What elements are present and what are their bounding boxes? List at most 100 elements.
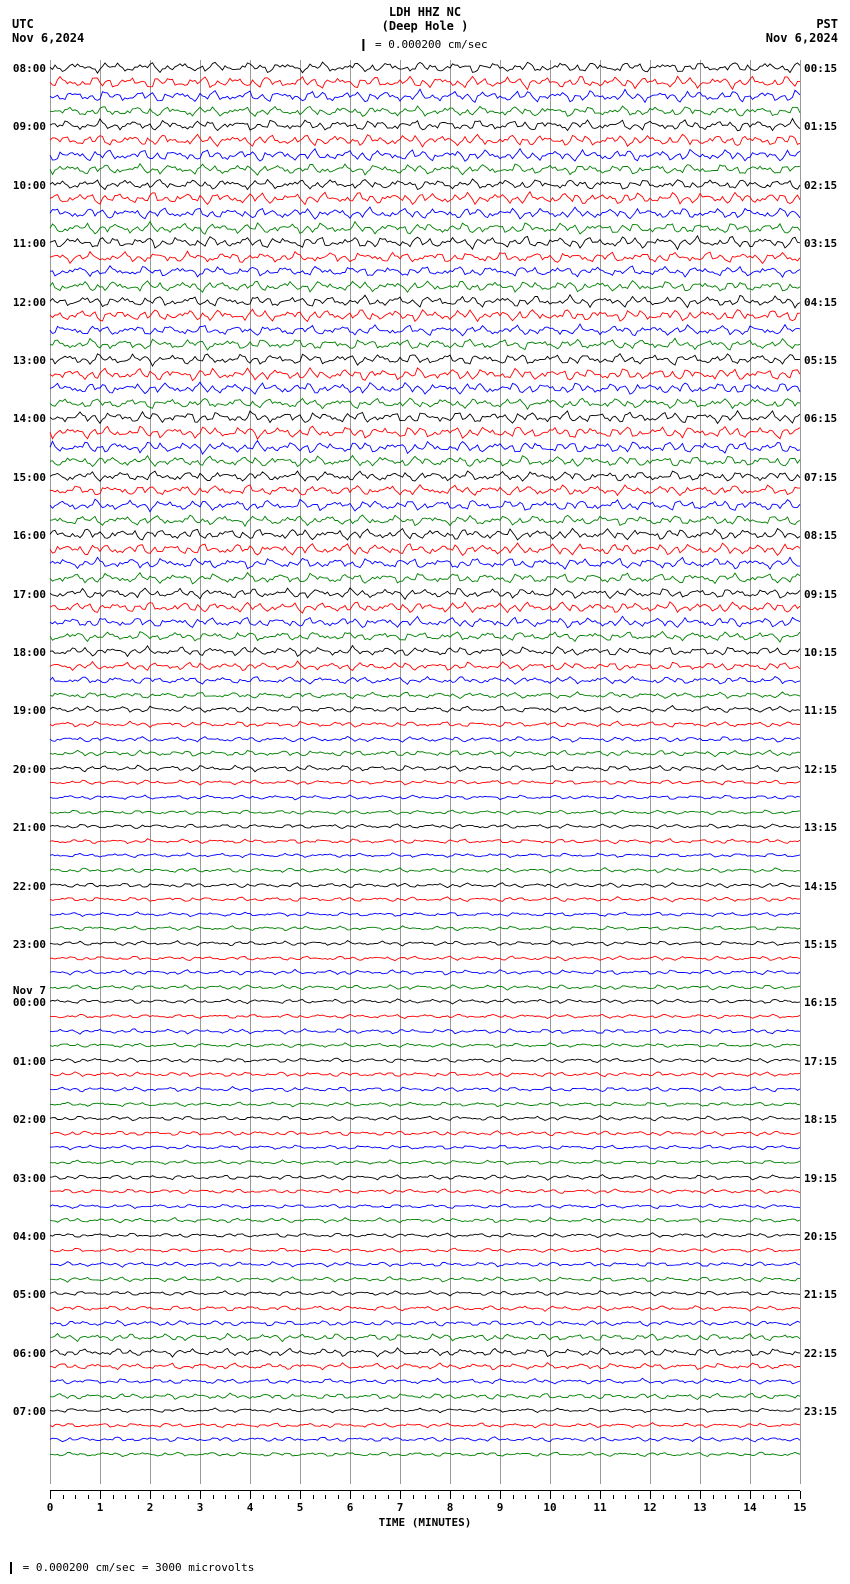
x-tick-label: 4 bbox=[247, 1501, 254, 1514]
trace-waveform bbox=[50, 206, 800, 221]
x-tick-major bbox=[350, 1491, 351, 1499]
trace-waveform bbox=[50, 1009, 800, 1024]
trace-row bbox=[50, 1374, 800, 1389]
trace-row: 07:0023:15 bbox=[50, 1403, 800, 1418]
x-tick-minor bbox=[688, 1495, 689, 1499]
x-tick-major bbox=[100, 1491, 101, 1499]
trace-waveform bbox=[50, 118, 800, 133]
x-tick-minor bbox=[475, 1495, 476, 1499]
x-tick-minor bbox=[775, 1495, 776, 1499]
trace-waveform bbox=[50, 586, 800, 601]
trace-waveform bbox=[50, 1067, 800, 1082]
x-axis-title: TIME (MINUTES) bbox=[379, 1516, 472, 1529]
x-tick-major bbox=[450, 1491, 451, 1499]
scale-text: = 0.000200 cm/sec bbox=[375, 38, 488, 51]
trace-waveform bbox=[50, 1272, 800, 1287]
trace-waveform bbox=[50, 732, 800, 747]
trace-waveform bbox=[50, 104, 800, 119]
trace-row bbox=[50, 1082, 800, 1097]
pst-time-label: 06:15 bbox=[804, 412, 844, 425]
trace-waveform bbox=[50, 410, 800, 425]
x-tick-minor bbox=[325, 1495, 326, 1499]
pst-time-label: 15:15 bbox=[804, 938, 844, 951]
trace-row bbox=[50, 381, 800, 396]
trace-waveform bbox=[50, 805, 800, 820]
utc-time-label: 05:00 bbox=[6, 1288, 46, 1301]
trace-row: 20:0012:15 bbox=[50, 761, 800, 776]
trace-row bbox=[50, 1067, 800, 1082]
trace-waveform bbox=[50, 1170, 800, 1185]
trace-row: 14:0006:15 bbox=[50, 410, 800, 425]
trace-row bbox=[50, 513, 800, 528]
x-tick-minor bbox=[375, 1495, 376, 1499]
trace-row bbox=[50, 89, 800, 104]
pst-time-label: 09:15 bbox=[804, 588, 844, 601]
pst-tz-label: PST bbox=[766, 17, 838, 31]
trace-row bbox=[50, 1097, 800, 1112]
x-tick-minor bbox=[713, 1495, 714, 1499]
utc-time-label: 07:00 bbox=[6, 1405, 46, 1418]
x-tick-minor bbox=[513, 1495, 514, 1499]
trace-waveform bbox=[50, 936, 800, 951]
trace-row bbox=[50, 1418, 800, 1433]
x-tick-label: 7 bbox=[397, 1501, 404, 1514]
x-tick-minor bbox=[613, 1495, 614, 1499]
trace-waveform bbox=[50, 1345, 800, 1360]
x-tick-major bbox=[750, 1491, 751, 1499]
trace-row bbox=[50, 367, 800, 382]
x-tick-minor bbox=[313, 1495, 314, 1499]
trace-row bbox=[50, 1024, 800, 1039]
trace-row bbox=[50, 571, 800, 586]
trace-waveform bbox=[50, 191, 800, 206]
utc-time-label: 17:00 bbox=[6, 588, 46, 601]
x-tick-minor bbox=[425, 1495, 426, 1499]
trace-waveform bbox=[50, 1097, 800, 1112]
x-tick-minor bbox=[738, 1495, 739, 1499]
trace-waveform bbox=[50, 1403, 800, 1418]
trace-waveform bbox=[50, 775, 800, 790]
x-tick-major bbox=[650, 1491, 651, 1499]
x-tick-major bbox=[800, 1491, 801, 1499]
x-tick-minor bbox=[188, 1495, 189, 1499]
trace-row bbox=[50, 659, 800, 674]
x-tick-label: 2 bbox=[147, 1501, 154, 1514]
trace-waveform bbox=[50, 1184, 800, 1199]
x-tick-major bbox=[250, 1491, 251, 1499]
x-axis: TIME (MINUTES) 0123456789101112131415 bbox=[50, 1489, 800, 1529]
x-tick-minor bbox=[363, 1495, 364, 1499]
utc-time-label: 22:00 bbox=[6, 880, 46, 893]
x-tick-minor bbox=[163, 1495, 164, 1499]
trace-row bbox=[50, 1243, 800, 1258]
trace-waveform bbox=[50, 819, 800, 834]
trace-waveform bbox=[50, 1024, 800, 1039]
x-tick-minor bbox=[263, 1495, 264, 1499]
x-tick-label: 0 bbox=[47, 1501, 54, 1514]
trace-waveform bbox=[50, 148, 800, 163]
trace-waveform bbox=[50, 673, 800, 688]
x-axis-line bbox=[50, 1490, 800, 1491]
x-tick-minor bbox=[413, 1495, 414, 1499]
trace-waveform bbox=[50, 1038, 800, 1053]
trace-row bbox=[50, 790, 800, 805]
trace-waveform bbox=[50, 133, 800, 148]
trace-waveform bbox=[50, 308, 800, 323]
x-tick-minor bbox=[138, 1495, 139, 1499]
trace-row bbox=[50, 104, 800, 119]
trace-waveform bbox=[50, 1447, 800, 1462]
trace-row: 23:0015:15 bbox=[50, 936, 800, 951]
pst-time-label: 04:15 bbox=[804, 296, 844, 309]
trace-row bbox=[50, 1213, 800, 1228]
trace-waveform bbox=[50, 250, 800, 265]
trace-waveform bbox=[50, 542, 800, 557]
trace-waveform bbox=[50, 440, 800, 455]
x-tick-minor bbox=[238, 1495, 239, 1499]
x-tick-minor bbox=[338, 1495, 339, 1499]
trace-row bbox=[50, 264, 800, 279]
trace-waveform bbox=[50, 177, 800, 192]
trace-waveform bbox=[50, 1359, 800, 1374]
utc-time-label: 16:00 bbox=[6, 529, 46, 542]
trace-waveform bbox=[50, 367, 800, 382]
trace-row bbox=[50, 542, 800, 557]
trace-waveform bbox=[50, 644, 800, 659]
trace-waveform bbox=[50, 1199, 800, 1214]
